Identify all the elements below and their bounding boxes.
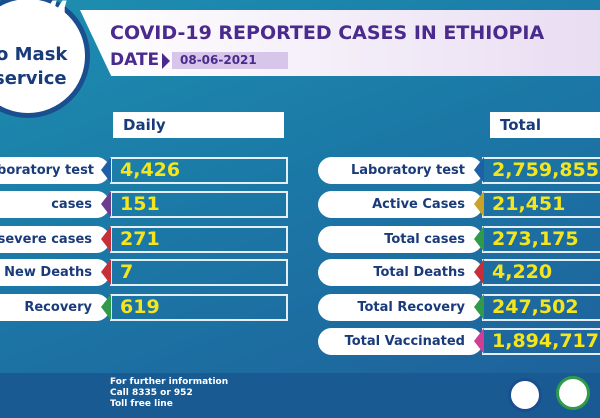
logo bbox=[556, 376, 590, 410]
arrow bbox=[474, 259, 484, 285]
date-arrow bbox=[162, 53, 170, 69]
total-value: 247,502 bbox=[482, 294, 600, 321]
total-value: 273,175 bbox=[482, 226, 600, 253]
footer-text: Toll free line bbox=[110, 399, 173, 409]
daily-value: 619 bbox=[110, 294, 288, 321]
badge-text: o Mask bbox=[0, 44, 68, 65]
arrow bbox=[474, 226, 484, 252]
arrow bbox=[101, 226, 111, 252]
total-label: Total cases bbox=[318, 226, 483, 253]
daily-heading: Daily bbox=[113, 112, 284, 138]
arrow bbox=[101, 259, 111, 285]
badge-text: service bbox=[0, 68, 67, 89]
total-value: 4,220 bbox=[482, 259, 600, 286]
daily-label: Recovery bbox=[0, 294, 110, 321]
title: COVID-19 REPORTED CASES IN ETHIOPIA bbox=[110, 22, 545, 44]
total-label: Total Recovery bbox=[318, 294, 483, 321]
daily-label: New Deaths bbox=[0, 259, 110, 286]
daily-label: Laboratory test bbox=[0, 157, 110, 184]
arrow bbox=[474, 328, 484, 354]
arrow bbox=[474, 157, 484, 183]
daily-value: 7 bbox=[110, 259, 288, 286]
daily-value: 151 bbox=[110, 191, 288, 218]
arrow bbox=[101, 191, 111, 217]
arrow bbox=[101, 157, 111, 183]
footer-text: For further information bbox=[110, 377, 229, 387]
daily-value: 271 bbox=[110, 226, 288, 253]
daily-label: severe cases bbox=[0, 226, 110, 253]
total-label: Total Deaths bbox=[318, 259, 483, 286]
logo bbox=[508, 378, 542, 412]
quote-mark: “ bbox=[44, 0, 71, 40]
daily-label: cases bbox=[0, 191, 110, 218]
arrow bbox=[474, 294, 484, 320]
total-value: 21,451 bbox=[482, 191, 600, 218]
footer bbox=[0, 373, 600, 418]
total-label: Total Vaccinated bbox=[318, 328, 483, 355]
total-value: 2,759,855 bbox=[482, 157, 600, 184]
date: 08-06-2021 bbox=[172, 52, 288, 69]
total-label: Laboratory test bbox=[318, 157, 483, 184]
footer-text: Call 8335 or 952 bbox=[110, 388, 193, 398]
total-heading: Total bbox=[490, 112, 600, 138]
arrow bbox=[101, 294, 111, 320]
daily-value: 4,426 bbox=[110, 157, 288, 184]
total-value: 1,894,717 bbox=[482, 328, 600, 355]
arrow bbox=[474, 191, 484, 217]
date-label: DATE bbox=[110, 50, 160, 70]
total-label: Active Cases bbox=[318, 191, 483, 218]
